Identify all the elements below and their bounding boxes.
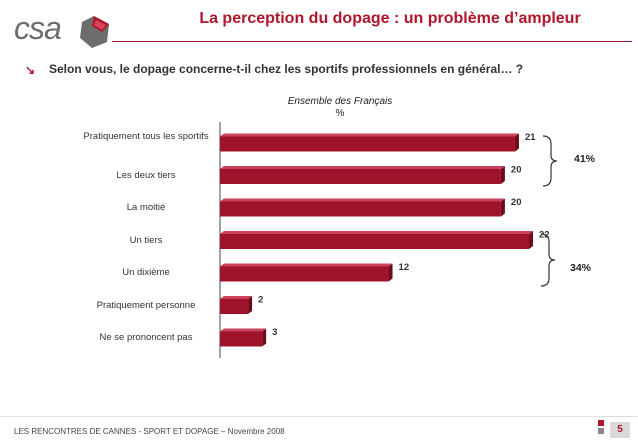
chart-subtitle: Ensemble des Français [287, 96, 393, 107]
logo-text: csa [14, 10, 62, 46]
title-divider [112, 41, 632, 42]
bar-side [500, 166, 505, 184]
bar-value-label: 12 [399, 262, 410, 273]
csa-logo: csa [14, 8, 114, 54]
group-total-label: 41% [574, 153, 596, 165]
decor-square [598, 420, 604, 426]
bar-side [388, 263, 393, 282]
bar-side [514, 133, 519, 152]
bar-side [529, 231, 533, 249]
survey-question: Selon vous, le dopage concerne-t-il chez… [49, 62, 524, 76]
group-total-label: 34% [570, 262, 592, 274]
page-number: 5 [610, 422, 630, 438]
bar [220, 331, 263, 347]
bar-value-label: 20 [511, 197, 522, 208]
category-label: Pratiquement tous les sportifs [83, 131, 209, 142]
arrow-icon: ↘ [25, 63, 36, 77]
bar-top [220, 198, 505, 202]
group-brace [540, 233, 556, 287]
bar [220, 234, 529, 249]
bar-side [262, 328, 267, 347]
bar-value-label: 20 [511, 165, 522, 176]
category-label: La moitié [126, 202, 166, 213]
bar-top [220, 328, 267, 332]
footer-text: LES RENCONTRES DE CANNES - SPORT ET DOPA… [14, 427, 285, 436]
bar-top [220, 166, 505, 169]
page-title: La perception du dopage : un problème d’… [199, 10, 581, 27]
bar-value-label: 3 [272, 327, 277, 338]
category-label: Un dixième [122, 267, 170, 278]
footer-divider [0, 416, 638, 417]
category-label: Un tiers [129, 234, 163, 246]
bar [220, 201, 501, 217]
category-label: Les deux tiers [116, 169, 176, 181]
bar-top [220, 263, 393, 267]
group-brace [542, 135, 558, 187]
chart-unit: % [335, 108, 345, 119]
bar [220, 299, 249, 314]
logo-mark-icon [80, 16, 109, 48]
bar-value-label: 2 [258, 295, 263, 306]
decor-square [598, 428, 604, 434]
bar-top [220, 296, 253, 299]
bar [220, 136, 515, 152]
bar-top [220, 231, 533, 234]
bar [220, 266, 389, 282]
bar-side [500, 198, 505, 217]
bar [220, 169, 501, 184]
bar-top [220, 133, 519, 137]
category-label: Ne se prononcent pas [99, 332, 193, 343]
bar-value-label: 21 [525, 132, 536, 143]
bar-side [248, 296, 253, 314]
category-label: Pratiquement personne [96, 299, 196, 311]
